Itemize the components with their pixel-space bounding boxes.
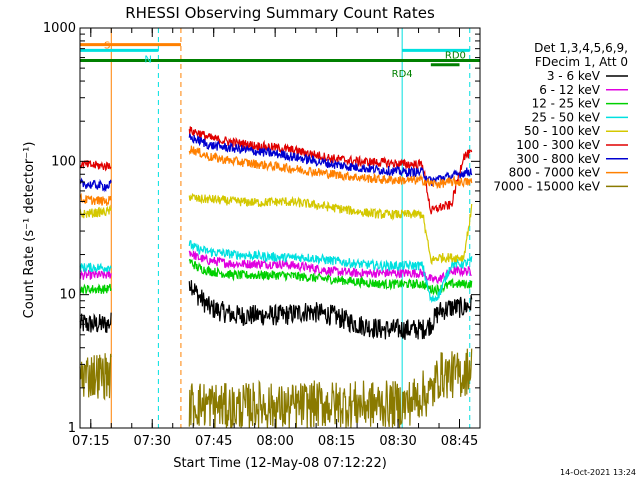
legend-label: 6 - 12 keV — [539, 83, 601, 97]
x-tick-label: 07:15 — [72, 434, 109, 449]
series-line — [79, 280, 473, 340]
x-axis-label: Start Time (12-May-08 07:12:22) — [173, 456, 387, 471]
y-tick-label: 10 — [59, 288, 76, 303]
legend-label: 100 - 300 keV — [516, 138, 600, 152]
annotation-label: N — [144, 54, 151, 65]
series-line — [79, 133, 473, 193]
series-line — [79, 348, 473, 429]
legend: Det 1,3,4,5,6,9,FDecim 1, Att 03 - 6 keV… — [493, 41, 628, 193]
y-axis-label: Count Rate (s⁻¹ detector⁻¹) — [22, 142, 37, 319]
x-axis: 07:15 07:30 07:45 08:00 08:15 08:30 08:45 — [72, 28, 481, 449]
y-tick-label: 100 — [51, 154, 76, 169]
legend-label: 12 - 25 keV — [532, 97, 601, 111]
x-tick-label: 08:15 — [318, 434, 355, 449]
legend-header: Det 1,3,4,5,6,9, — [534, 41, 628, 55]
series-line — [79, 239, 473, 304]
series-line — [79, 258, 473, 297]
legend-label: 3 - 6 keV — [547, 69, 601, 83]
footer-timestamp: 14-Oct-2021 13:24 — [560, 468, 636, 477]
legend-label: 25 - 50 keV — [532, 110, 601, 124]
x-tick-label: 07:30 — [134, 434, 171, 449]
series-line — [79, 192, 473, 266]
series-line — [79, 145, 473, 206]
y-tick-label: 1 — [68, 421, 76, 436]
legend-label: 50 - 100 keV — [524, 124, 601, 138]
legend-label: 800 - 7000 keV — [509, 166, 601, 180]
annotation-label: S — [104, 41, 110, 52]
chart-title: RHESSI Observing Summary Count Rates — [125, 4, 435, 22]
series-line — [79, 250, 472, 285]
annotation-label: RD0 — [445, 51, 466, 62]
legend-header: FDecim 1, Att 0 — [535, 55, 628, 69]
legend-label: 300 - 800 keV — [516, 152, 600, 166]
annotation-label: RD4 — [392, 69, 413, 80]
x-tick-label: 08:30 — [379, 434, 416, 449]
x-tick-label: 08:45 — [441, 434, 478, 449]
y-tick-label: 1000 — [43, 21, 76, 36]
y-axis: 1 10 100 1000 — [43, 21, 480, 436]
x-tick-label: 07:45 — [195, 434, 232, 449]
series-line — [79, 126, 473, 215]
legend-label: 7000 - 15000 keV — [493, 179, 600, 193]
plot-frame — [79, 27, 481, 429]
x-tick-label: 08:00 — [256, 434, 293, 449]
plot-area: S N RD0 RD4 — [79, 28, 480, 429]
